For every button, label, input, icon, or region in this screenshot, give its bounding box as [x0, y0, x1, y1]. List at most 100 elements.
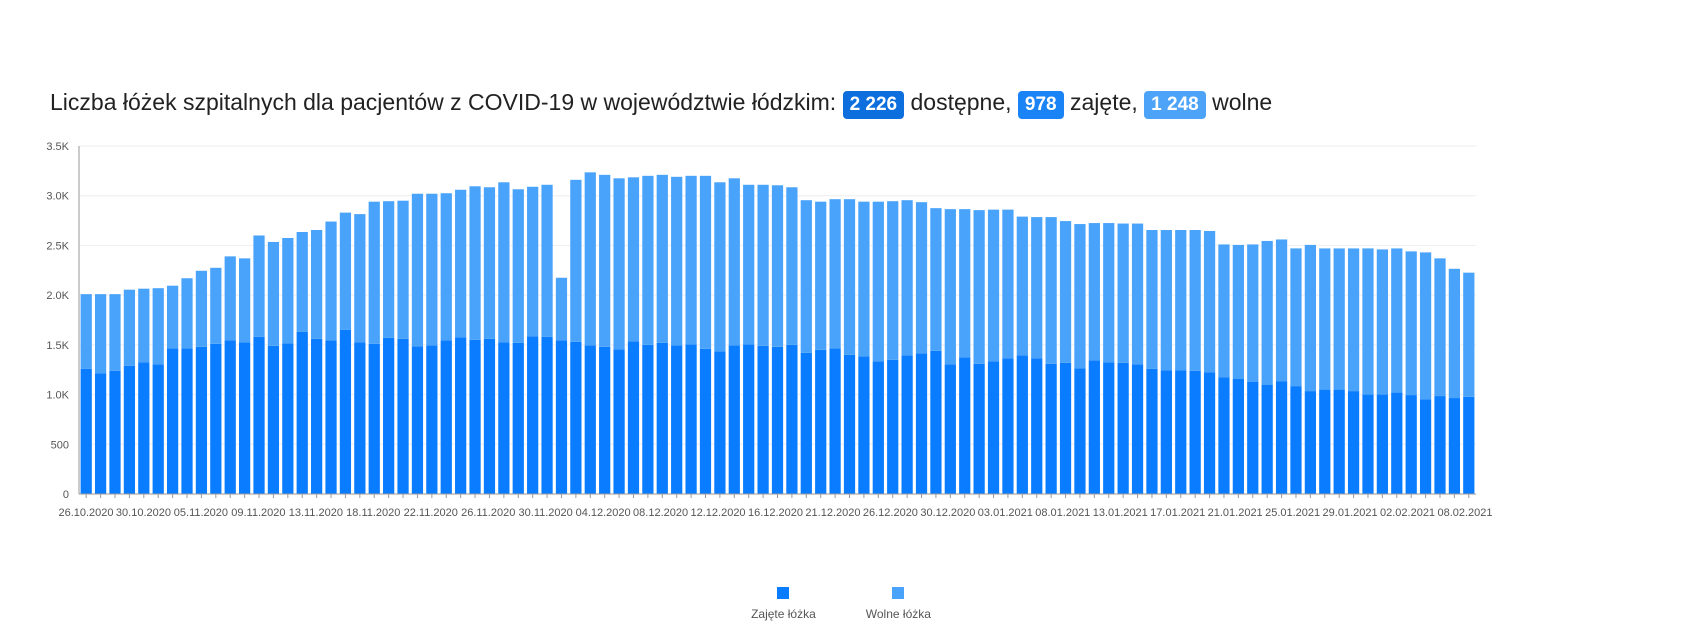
bar-occupied [138, 362, 150, 494]
bar-free [1290, 248, 1302, 387]
bar-occupied [786, 344, 798, 494]
bar-free [1160, 230, 1172, 371]
bar-free [1189, 230, 1201, 371]
bar-free [1131, 223, 1144, 365]
y-tick-label: 1.0K [46, 390, 69, 402]
bar-occupied [1290, 386, 1302, 494]
bar-free [1405, 251, 1417, 396]
x-tick-label: 30.12.2020 [920, 507, 975, 519]
bar-free [1002, 209, 1014, 359]
bar-free [1419, 252, 1432, 400]
bar-occupied [239, 342, 251, 494]
bar-free [94, 294, 107, 374]
bar-occupied [181, 348, 193, 494]
bar-free [699, 175, 712, 349]
bar-occupied [1016, 355, 1028, 494]
bar-occupied [1391, 392, 1403, 494]
x-tick-label: 04.12.2020 [576, 507, 631, 519]
bar-occupied [973, 363, 985, 494]
bar-free [138, 288, 150, 363]
bar-occupied [1103, 362, 1115, 494]
y-tick-label: 2.0K [46, 290, 69, 302]
bar-occupied [152, 364, 164, 494]
bar-occupied [714, 351, 726, 494]
bar-occupied [1002, 358, 1014, 494]
y-tick-label: 0 [63, 489, 69, 501]
bar-occupied [930, 350, 942, 494]
bar-free [1146, 230, 1158, 369]
bar-occupied [771, 346, 784, 494]
bar-occupied [296, 331, 308, 494]
bar-free [397, 200, 409, 339]
bar-occupied [1074, 368, 1086, 494]
y-tick-label: 2.5K [46, 240, 69, 252]
bar-free [239, 258, 251, 343]
bar-occupied [1247, 381, 1259, 494]
bar-free [455, 189, 467, 338]
bar-free [944, 209, 956, 365]
bar-free [973, 210, 985, 364]
bar-occupied [613, 349, 625, 494]
bar-occupied [440, 340, 452, 494]
bar-occupied [109, 370, 121, 494]
bar-occupied [1362, 394, 1374, 494]
bar-free [512, 189, 524, 343]
legend-item-free[interactable]: Wolne łóżka [866, 587, 931, 621]
legend-label-free: Wolne łóżka [865, 607, 931, 621]
bar-free [1175, 230, 1187, 371]
bar-occupied [80, 368, 92, 494]
bar-occupied [1419, 399, 1432, 494]
bar-free [555, 277, 568, 341]
legend-item-occupied[interactable]: Zajęte łóżka [751, 587, 816, 621]
bar-occupied [498, 342, 510, 494]
bar-occupied [656, 342, 668, 494]
legend-label-occupied: Zajęte łóżka [751, 607, 816, 621]
x-tick-label: 21.01.2021 [1208, 507, 1263, 519]
bar-free [743, 184, 755, 345]
bar-free [1304, 244, 1316, 392]
bar-free [109, 294, 121, 371]
bar-occupied [1160, 370, 1172, 494]
bar-occupied [426, 345, 438, 494]
bar-free [1074, 224, 1086, 369]
x-tick-label: 22.11.2020 [404, 507, 458, 519]
bar-occupied [411, 346, 424, 494]
bar-free [1275, 239, 1288, 382]
bar-occupied [815, 349, 827, 494]
x-tick-label: 12.12.2020 [691, 507, 746, 519]
bar-free [930, 208, 942, 351]
bar-free [1218, 244, 1230, 378]
bar-free [253, 235, 265, 337]
bar-occupied [383, 337, 395, 494]
bar-free [498, 182, 510, 343]
bar-free [1203, 231, 1216, 373]
bar-occupied [1376, 394, 1389, 494]
bar-occupied [1333, 389, 1345, 494]
bar-occupied [1088, 360, 1100, 494]
bar-free [469, 186, 481, 340]
bar-occupied [1405, 395, 1417, 494]
bar-occupied [584, 345, 596, 494]
bar-occupied [1304, 391, 1316, 494]
bar-occupied [944, 364, 956, 494]
bar-free [829, 199, 841, 349]
bar-free [541, 184, 553, 337]
x-tick-label: 08.01.2021 [1035, 507, 1090, 519]
bar-free [1247, 244, 1259, 382]
bar-occupied [800, 352, 812, 494]
x-tick-label: 21.12.2020 [805, 507, 860, 519]
x-tick-label: 26.11.2020 [461, 507, 515, 519]
bar-occupied [887, 359, 899, 494]
x-tick-label: 09.11.2020 [231, 507, 285, 519]
free-label: wolne [1212, 89, 1273, 115]
bar-occupied [397, 338, 409, 494]
bar-occupied [354, 342, 366, 494]
bar-occupied [253, 336, 265, 494]
bar-occupied [1203, 372, 1216, 494]
bar-free [872, 201, 884, 362]
bar-occupied [483, 338, 496, 494]
y-tick-label: 500 [51, 439, 69, 451]
bar-occupied [527, 336, 539, 494]
occupied-label: zajęte, [1070, 89, 1138, 115]
